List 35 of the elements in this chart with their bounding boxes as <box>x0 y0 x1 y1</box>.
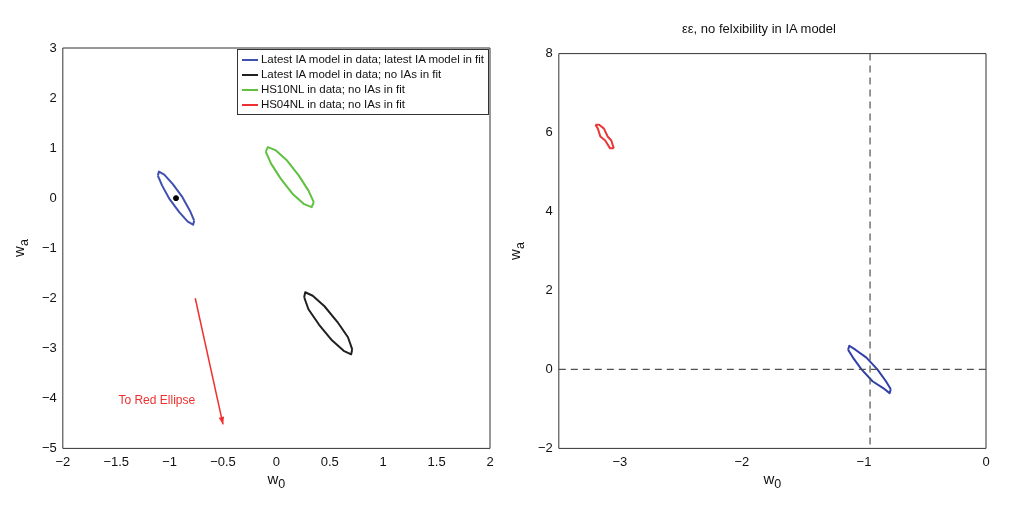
x-tick-label: −2 <box>734 453 750 469</box>
annotation: To Red Ellipse <box>118 392 196 407</box>
y-tick-label: 3 <box>49 39 57 55</box>
x-axis-title: w$_{0}$ <box>266 470 287 492</box>
legend-label: Latest IA model in data; no IAs in fit <box>260 67 442 82</box>
legend-label: HS04NL in data; no IAs in fit <box>260 97 405 112</box>
y-tick-label: 0 <box>49 189 57 205</box>
x-tick-label: 0 <box>982 453 990 469</box>
y-tick-label: 0 <box>545 361 553 377</box>
y-tick-label: 1 <box>49 139 57 155</box>
y-tick-label: −4 <box>41 389 57 405</box>
x-axis-title: w$_{0}$ <box>762 470 783 492</box>
y-tick-label: 2 <box>545 282 553 298</box>
x-tick-label: −1.5 <box>103 453 130 469</box>
x-tick-label: 0.5 <box>320 453 339 469</box>
x-tick-label: −3 <box>612 453 628 469</box>
x-tick-label: 1 <box>379 453 387 469</box>
x-tick-label: 2 <box>486 453 494 469</box>
y-tick-label: −5 <box>41 439 57 455</box>
x-tick-label: 0 <box>272 453 281 469</box>
y-tick-label: 2 <box>49 89 57 105</box>
y-tick-label: 8 <box>545 45 553 61</box>
y-tick-label: −2 <box>537 439 553 455</box>
chart-title: εε, no felxibility in IA model <box>682 21 837 37</box>
y-tick-label: 4 <box>545 203 553 219</box>
y-tick-label: −2 <box>41 289 57 305</box>
legend-label: Latest IA model in data; latest IA model in fit <box>260 52 484 67</box>
x-tick-label: −1 <box>162 453 178 469</box>
x-tick-label: 1.5 <box>427 453 446 469</box>
y-tick-label: 6 <box>545 124 553 140</box>
x-tick-label: −0.5 <box>210 453 236 469</box>
x-tick-label: −1 <box>856 453 872 469</box>
legend-label: HS10NL in data; no IAs in fit <box>260 82 405 97</box>
y-tick-label: −1 <box>41 239 57 255</box>
y-tick-label: −3 <box>41 339 57 355</box>
